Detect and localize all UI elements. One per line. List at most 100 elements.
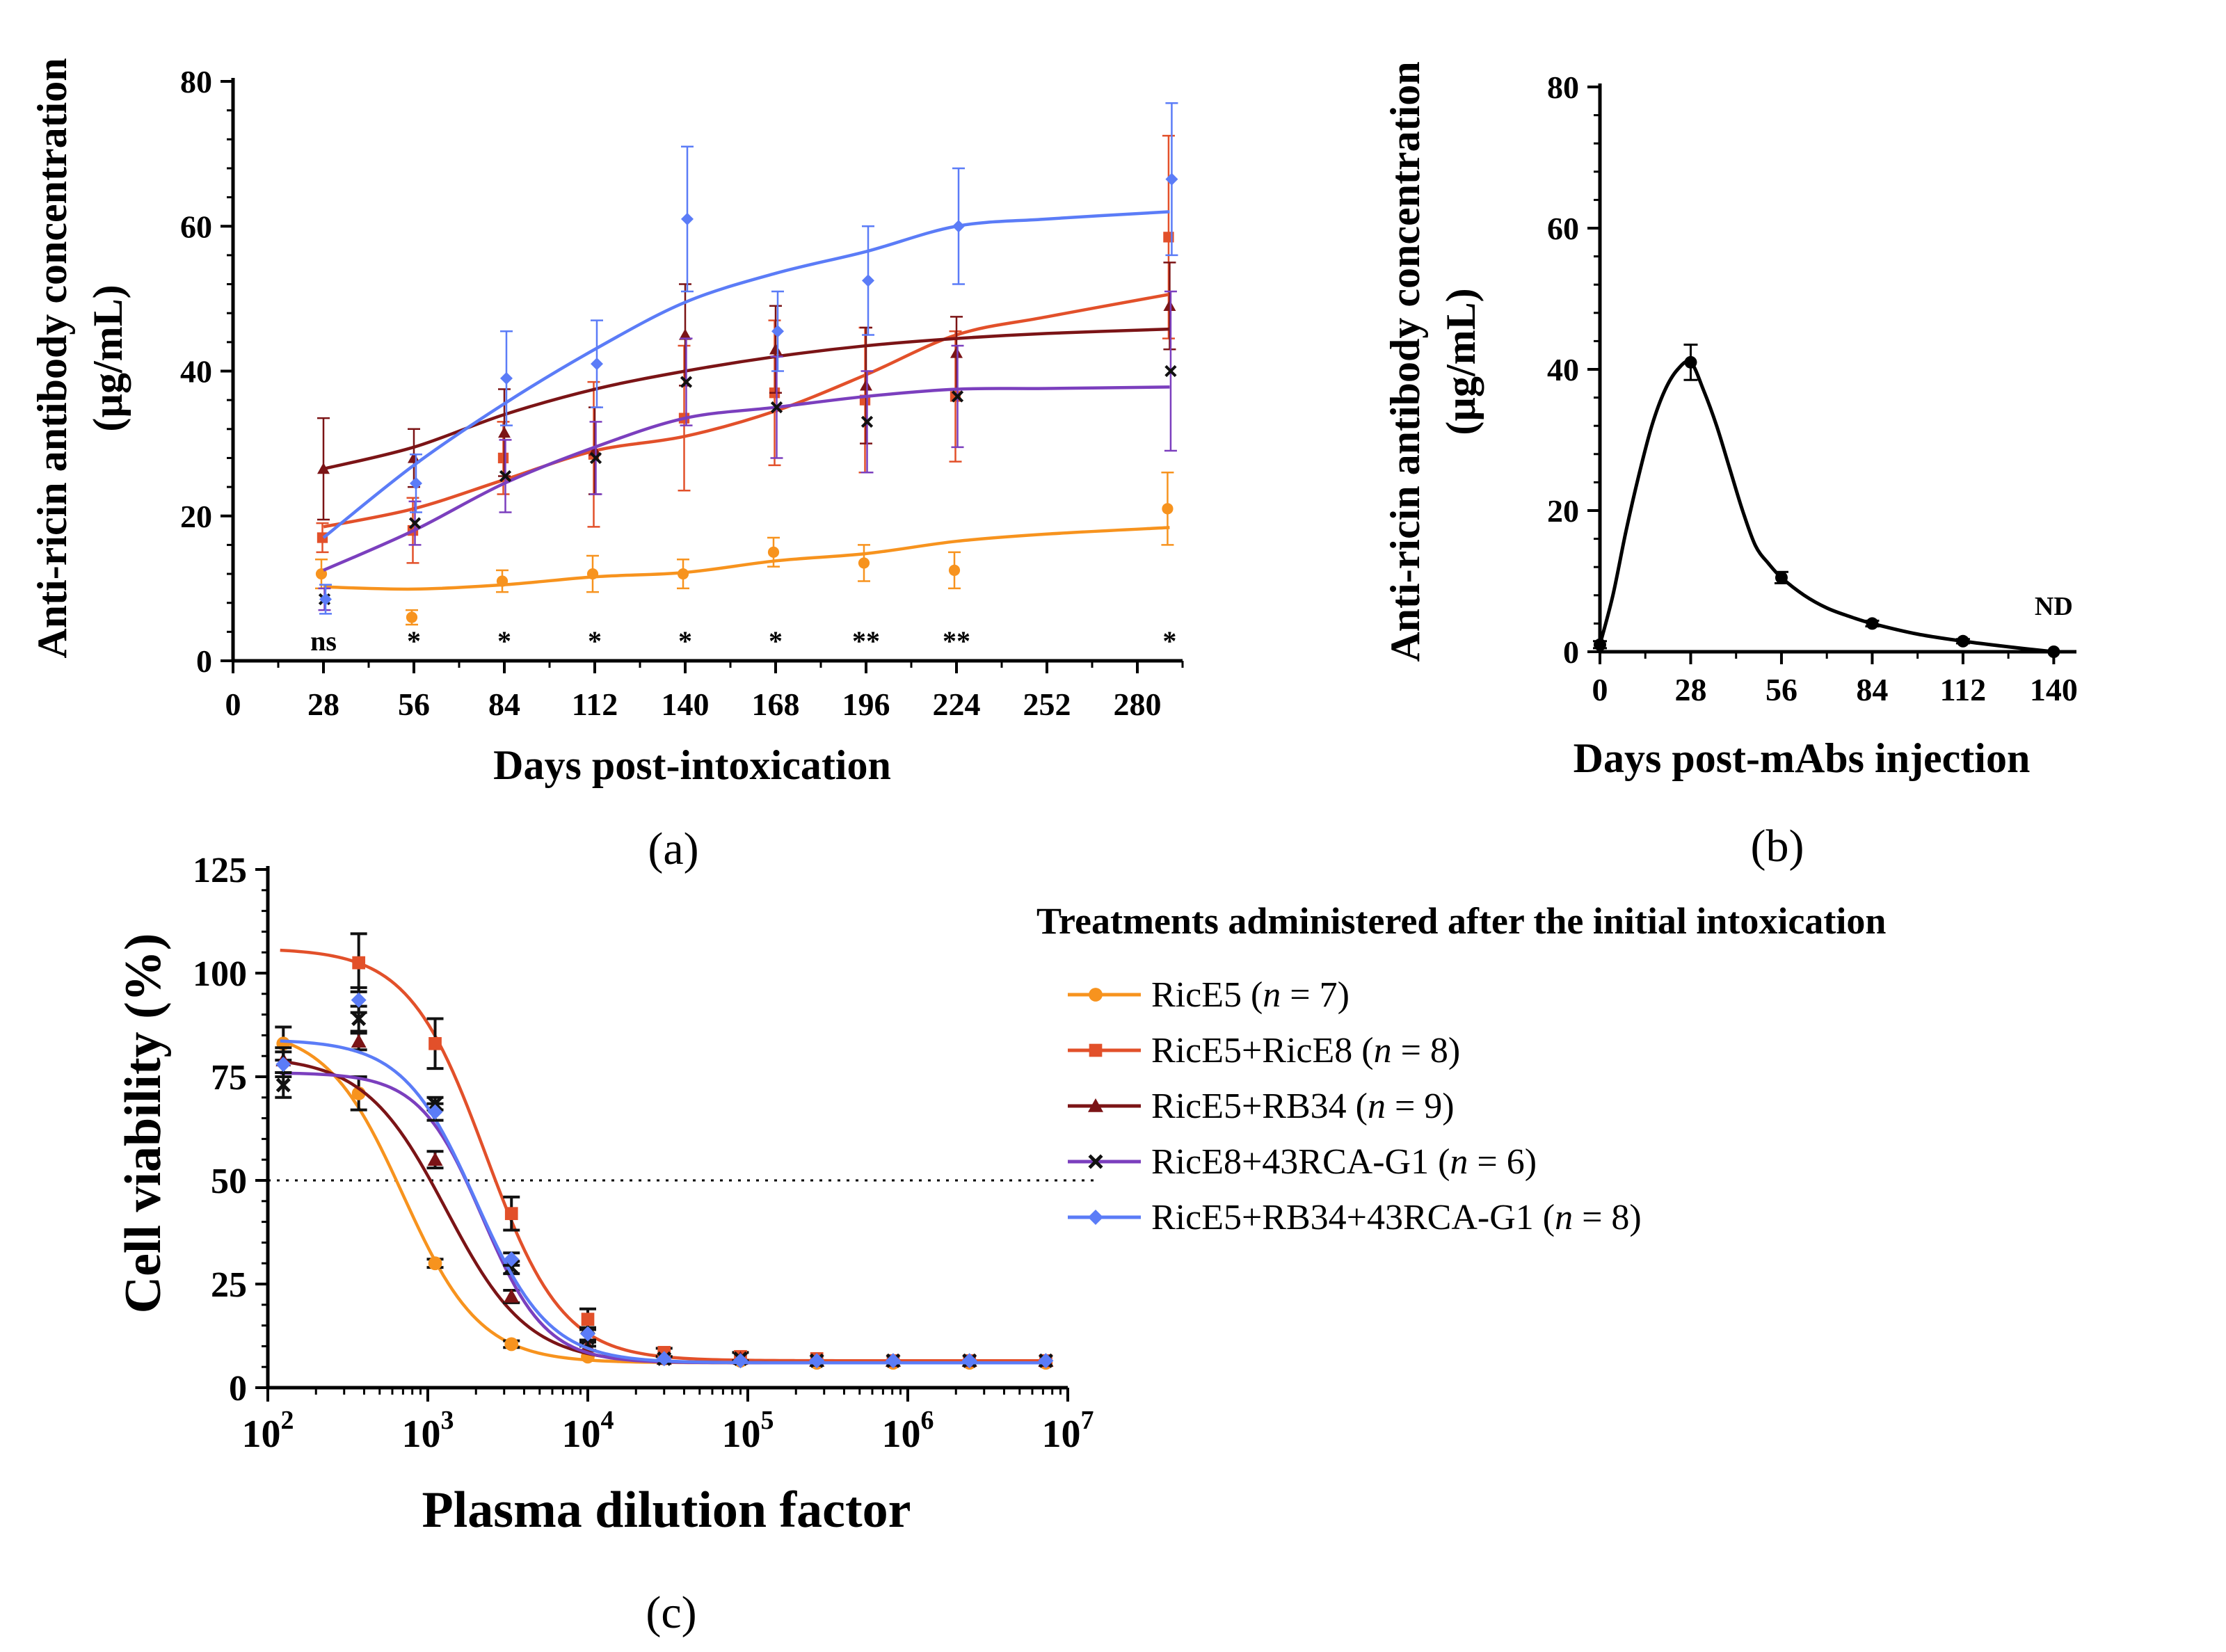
panel-c-x-tick-base: 10: [402, 1413, 441, 1456]
legend-n-symbol: n: [1555, 1198, 1573, 1237]
legend-item-rice5-rb34-43rca-g1: RicE5+RB34+43RCA-G1 (n = 8): [1068, 1198, 1642, 1237]
panel-a-x-tick-label: 84: [488, 687, 520, 722]
legend-n-value: = 9): [1386, 1086, 1455, 1126]
panel-c-series-rice5-rb34-point: [504, 1288, 520, 1303]
panel-a-series-rice5-fit-line: [323, 526, 1170, 591]
legend-n-value: = 8): [1573, 1198, 1642, 1237]
panel-c-series-rice5-rb34-43rca-g1-point: [1038, 1353, 1054, 1369]
panel-a-series-rice8-43rca-g1-point-stroke-b: [499, 470, 512, 483]
panel-c-series-rice5-rice8-point: [504, 1207, 518, 1221]
panel-a-x-tick-label: 112: [572, 687, 618, 722]
panel-a-series-rice8-43rca-g1-point: [408, 517, 422, 529]
legend-series-name: RicE5+RB34 (: [1151, 1086, 1368, 1126]
panel-a-series-rice8-43rca-g1: [318, 290, 1177, 611]
panel-a-series-rice5-rice8-point: [497, 452, 509, 464]
legend-n-symbol: n: [1368, 1086, 1386, 1126]
panel-c-series-rice5-point: [428, 1256, 442, 1271]
panel-c-x-tick-label: 103: [402, 1406, 454, 1456]
panel-c-series-rice8-43rca-g1-point: [351, 1011, 367, 1027]
panel-c-x-tick-base: 10: [562, 1413, 601, 1456]
legend-item-rice5-rb34-marker: [1088, 1098, 1103, 1112]
panel-b-label: (b): [1751, 821, 1804, 872]
panel-a-series-rice5-point: [858, 557, 870, 569]
panel-b-x-axis-title: Days post-mAbs injection: [1574, 735, 2031, 781]
panel-b-point: [1956, 634, 1969, 648]
panel-a-significance-label: *: [769, 625, 783, 657]
panel-c-x-tick-exponent: 2: [281, 1406, 294, 1435]
panel-c-x-axis-title: Plasma dilution factor: [422, 1482, 911, 1539]
panel-b-y-tick-label: 0: [1563, 634, 1579, 670]
panel-c-series-rice5-rb34-43rca-g1-point: [427, 1104, 443, 1120]
legend-n-symbol: n: [1263, 975, 1281, 1015]
legend-item-rice5-rb34-label: RicE5+RB34 (n = 9): [1151, 1086, 1455, 1126]
panel-a-series-rice5-rb34-43rca-g1-point: [1165, 173, 1178, 186]
panel-c-series-rice5-rice8-point: [429, 1036, 442, 1050]
panel-c-series-rice5: [275, 1025, 1053, 1370]
panel-a-series-rice5-rb34: [317, 262, 1176, 521]
panel-a-series-rice5-point: [948, 564, 961, 576]
panel-b-x-tick-label: 84: [1856, 672, 1888, 707]
panel-a-series-rice5-rb34-fit-line: [323, 327, 1170, 471]
legend-n-symbol: n: [1374, 1031, 1392, 1070]
panel-c-x-tick-base: 10: [1042, 1413, 1081, 1456]
panel-a-series-rice5-rb34-point: [769, 343, 782, 355]
panel-a-series-rice5-point: [1162, 503, 1174, 515]
panel-a-chart: 0 20 40 60 80 0 28 56 84 112 140 168 196 224 252 280 ns…: [29, 58, 1184, 874]
panel-a-series-rice5-rb34-point: [317, 463, 330, 474]
panel-b-y-axis-title-line1: Anti-ricin antibody concentration: [1382, 61, 1428, 661]
panel-c-series-rice5-rice8-fit-curve: [280, 948, 1043, 1363]
panel-c-x-tick-base: 10: [722, 1413, 761, 1456]
legend-item-rice5-rice8: RicE5+RicE8 (n = 8): [1068, 1031, 1460, 1070]
legend-item-rice8-43rca-g1: RicE8+43RCA-G1 (n = 6): [1068, 1142, 1537, 1182]
panel-a-series-rice5-rb34-43rca-g1: [319, 102, 1178, 615]
panel-c-series-rice5-rb34-43rca-g1-point: [504, 1251, 520, 1267]
panel-c-series-rice8-43rca-g1-point-stroke-b: [351, 1011, 367, 1027]
panel-a-y-axis-title-line2: (µg/mL): [85, 284, 131, 431]
panel-a-y-tick-label: 80: [180, 64, 212, 99]
panel-b-chart: 0 20 40 60 80 0 28 56 84 112 140 ND Days post-mAbs…: [1382, 61, 2078, 872]
panel-a-significance-label: *: [1162, 625, 1176, 657]
panel-a-series-rice5-rb34-point: [408, 451, 420, 463]
legend-title: Treatments administered after the initia…: [1036, 900, 1886, 942]
panel-b-point: [1775, 571, 1788, 584]
panel-c-series-rice8-43rca-g1-point-stroke-b: [275, 1077, 291, 1093]
panel-a-series-rice8-43rca-g1-point-stroke-b: [860, 415, 874, 428]
panel-c-x-tick-label: 106: [882, 1406, 934, 1456]
panel-a-x-tick-label: 196: [842, 687, 890, 722]
panel-b-y-tick-label: 80: [1547, 70, 1579, 105]
panel-a-significance-label: **: [943, 625, 970, 657]
panel-a-series-rice5-rice8: [316, 134, 1175, 564]
legend-n-value: = 6): [1468, 1142, 1537, 1182]
legend-item-rice5-marker: [1089, 988, 1103, 1002]
panel-c-x-tick-exponent: 7: [1081, 1406, 1094, 1435]
panel-c-series-rice5-rb34-43rca-g1-point: [961, 1353, 977, 1369]
panel-c-y-tick-label: 50: [211, 1162, 247, 1201]
panel-c-series-rice5-rb34-43rca-g1-point: [809, 1353, 825, 1369]
panel-a-series-rice8-43rca-g1-point-stroke-b: [1164, 364, 1177, 378]
panel-c-y-tick-label: 125: [193, 851, 247, 890]
panel-a-series-rice5-rb34-43rca-g1-point: [862, 274, 874, 287]
panel-a-y-axis-title-line1: Anti-ricin antibody concentration: [29, 58, 75, 658]
panel-a-x-tick-label: 0: [225, 687, 241, 722]
panel-c-y-tick-label: 75: [211, 1058, 247, 1098]
panel-c-series-rice8-43rca-g1-point-stroke-b: [504, 1260, 519, 1275]
panel-a-x-tick-label: 280: [1114, 687, 1162, 722]
panel-a-x-tick-label: 140: [662, 687, 710, 722]
panel-a-series-rice8-43rca-g1-point: [680, 376, 693, 388]
legend-item-rice5: RicE5 (n = 7): [1068, 975, 1350, 1015]
panel-b-x-tick-label: 28: [1674, 672, 1706, 707]
panel-a-series-rice8-43rca-g1-point: [589, 451, 602, 465]
panel-b-y-tick-label: 40: [1547, 352, 1579, 387]
panel-c-series-rice8-43rca-g1-point: [275, 1077, 291, 1093]
panel-a-series-rice8-43rca-g1-fit-line: [323, 385, 1170, 572]
panel-a-series-rice5-rb34-43rca-g1-point: [410, 476, 422, 490]
panel-b-point: [1684, 355, 1697, 369]
panel-a-series-rice5-point: [586, 568, 599, 580]
panel-a-y-tick-label: 60: [180, 209, 212, 244]
panel-a-significance-label: *: [407, 625, 421, 657]
panel-c-x-tick-exponent: 5: [761, 1406, 774, 1435]
panel-a-series-rice5-point: [406, 611, 418, 623]
legend-item-rice5-rice8-label: RicE5+RicE8 (n = 8): [1151, 1031, 1460, 1070]
panel-c-y-axis-title: Cell viability (%): [115, 933, 172, 1314]
